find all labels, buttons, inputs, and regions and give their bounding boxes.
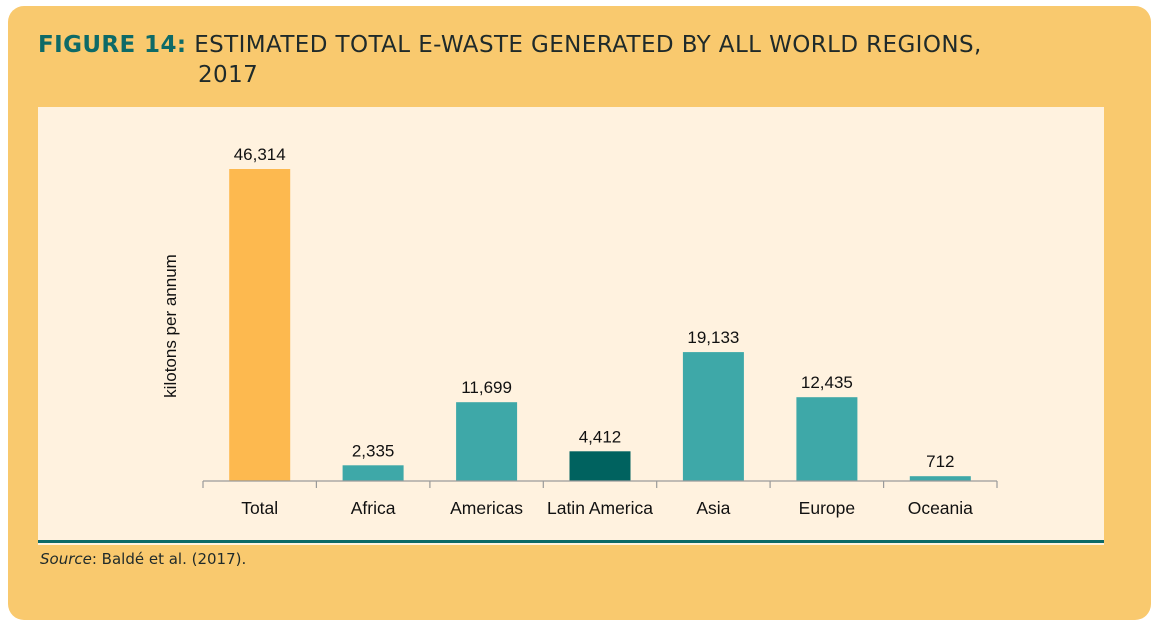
- x-axis: Total Africa Americas Latin America Asia Euro…: [202, 480, 998, 518]
- tick-label-asia: Asia: [696, 498, 730, 518]
- bottom-rule: [38, 540, 1104, 543]
- bar-latin-america: [569, 451, 631, 481]
- bars-group: 46,314 2,335 11,699 4,412 19,133 12,435 712: [229, 145, 971, 481]
- figure-title: FIGURE 14: ESTIMATED TOTAL E-WASTE GENER…: [38, 30, 1118, 90]
- tick-label-total: Total: [241, 498, 278, 518]
- figure-label: FIGURE 14:: [38, 32, 187, 58]
- figure-title-line1: ESTIMATED TOTAL E-WASTE GENERATED BY ALL…: [194, 32, 982, 58]
- bar-americas: [456, 402, 518, 481]
- bar-europe: [796, 397, 858, 481]
- bar-oceania: [909, 476, 971, 481]
- value-label-americas: 11,699: [461, 378, 512, 397]
- figure-title-line2: 2017: [198, 62, 259, 88]
- source-note: Source: Baldé et al. (2017).: [40, 550, 246, 568]
- value-label-africa: 2,335: [352, 441, 395, 460]
- tick-label-oceania: Oceania: [908, 498, 973, 518]
- source-label: Source: [40, 550, 92, 568]
- value-label-europe: 12,435: [801, 373, 853, 392]
- tick-label-africa: Africa: [351, 498, 396, 518]
- value-label-total: 46,314: [234, 145, 286, 164]
- tick-label-americas: Americas: [450, 498, 523, 518]
- y-axis-label: kilotons per annum: [161, 254, 180, 398]
- bar-asia: [682, 352, 744, 481]
- tick-label-europe: Europe: [799, 498, 855, 518]
- value-label-latin-america: 4,412: [579, 427, 622, 446]
- value-label-oceania: 712: [926, 452, 954, 471]
- bar-africa: [342, 465, 404, 481]
- value-label-asia: 19,133: [687, 328, 739, 347]
- source-text: : Baldé et al. (2017).: [91, 550, 247, 568]
- bar-total: [229, 169, 291, 481]
- tick-label-latin-america: Latin America: [547, 498, 653, 518]
